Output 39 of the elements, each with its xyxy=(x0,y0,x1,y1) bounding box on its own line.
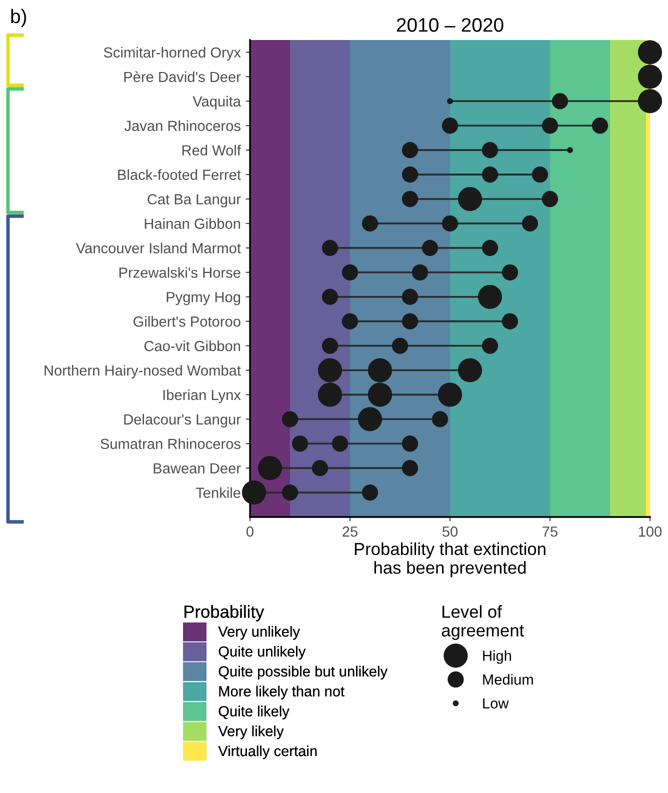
y-tick-label: Delacour's Langur xyxy=(124,414,241,428)
text: Probability xyxy=(184,605,264,622)
x-tick-label: 100 xyxy=(638,526,662,537)
x-tick-label: 0 xyxy=(246,526,254,537)
y-tick-label: Vancouver Island Marmot xyxy=(76,242,241,254)
y-tick-label: Pygmy Hog xyxy=(166,292,240,306)
y-tick-label: Tenkile xyxy=(196,487,240,498)
y-tick-label: Black-footed Ferret xyxy=(118,169,241,180)
y-tick-label: Northern Hairy-nosed Wombat xyxy=(44,364,241,379)
y-tick-label: Javan Rhinoceros xyxy=(124,120,240,132)
x-tick-label: 50 xyxy=(442,526,458,537)
x-tick-label: 75 xyxy=(542,526,558,537)
legend-label: Quite unlikely xyxy=(218,646,306,660)
text: b) xyxy=(11,8,26,28)
legend-label: Low xyxy=(483,698,509,709)
chart-title: 2010 – 2020 xyxy=(396,18,504,32)
legend-label: Very likely xyxy=(218,726,284,740)
y-tick-label: Père David's Deer xyxy=(124,71,241,82)
y-tick-label: Hainan Gibbon xyxy=(144,218,240,229)
legend-label: Quite likely xyxy=(218,706,290,720)
y-tick-label: Cao-vit Gibbon xyxy=(144,340,240,352)
y-tick-label: Przewalski's Horse xyxy=(119,267,240,278)
legend-label: Quite possible but unlikely xyxy=(218,666,388,680)
y-tick-label: Red Wolf xyxy=(182,144,241,156)
legend-label: More likely than not xyxy=(219,686,344,700)
legend-label: Very unlikely xyxy=(218,626,300,640)
y-tick-label: Gilbert's Potoroo xyxy=(134,316,240,327)
y-tick-label: Vaquita xyxy=(192,96,241,110)
legend-label: Virtually certain xyxy=(218,745,317,760)
x-axis-title: Probability that extinction has been prevented xyxy=(354,542,546,578)
y-tick-label: Sumatran Rhinoceros xyxy=(100,438,240,450)
y-tick-label: Cat Ba Langur xyxy=(148,194,241,208)
y-tick-label: Scimitar-horned Oryx xyxy=(104,46,241,61)
y-tick-label: Iberian Lynx xyxy=(163,389,241,404)
legend-label: High xyxy=(483,650,512,664)
legend-label: Medium xyxy=(483,674,533,685)
x-tick-label: 25 xyxy=(342,526,358,537)
text: Level of agreement xyxy=(442,605,524,640)
y-tick-label: Bawean Deer xyxy=(154,463,241,474)
